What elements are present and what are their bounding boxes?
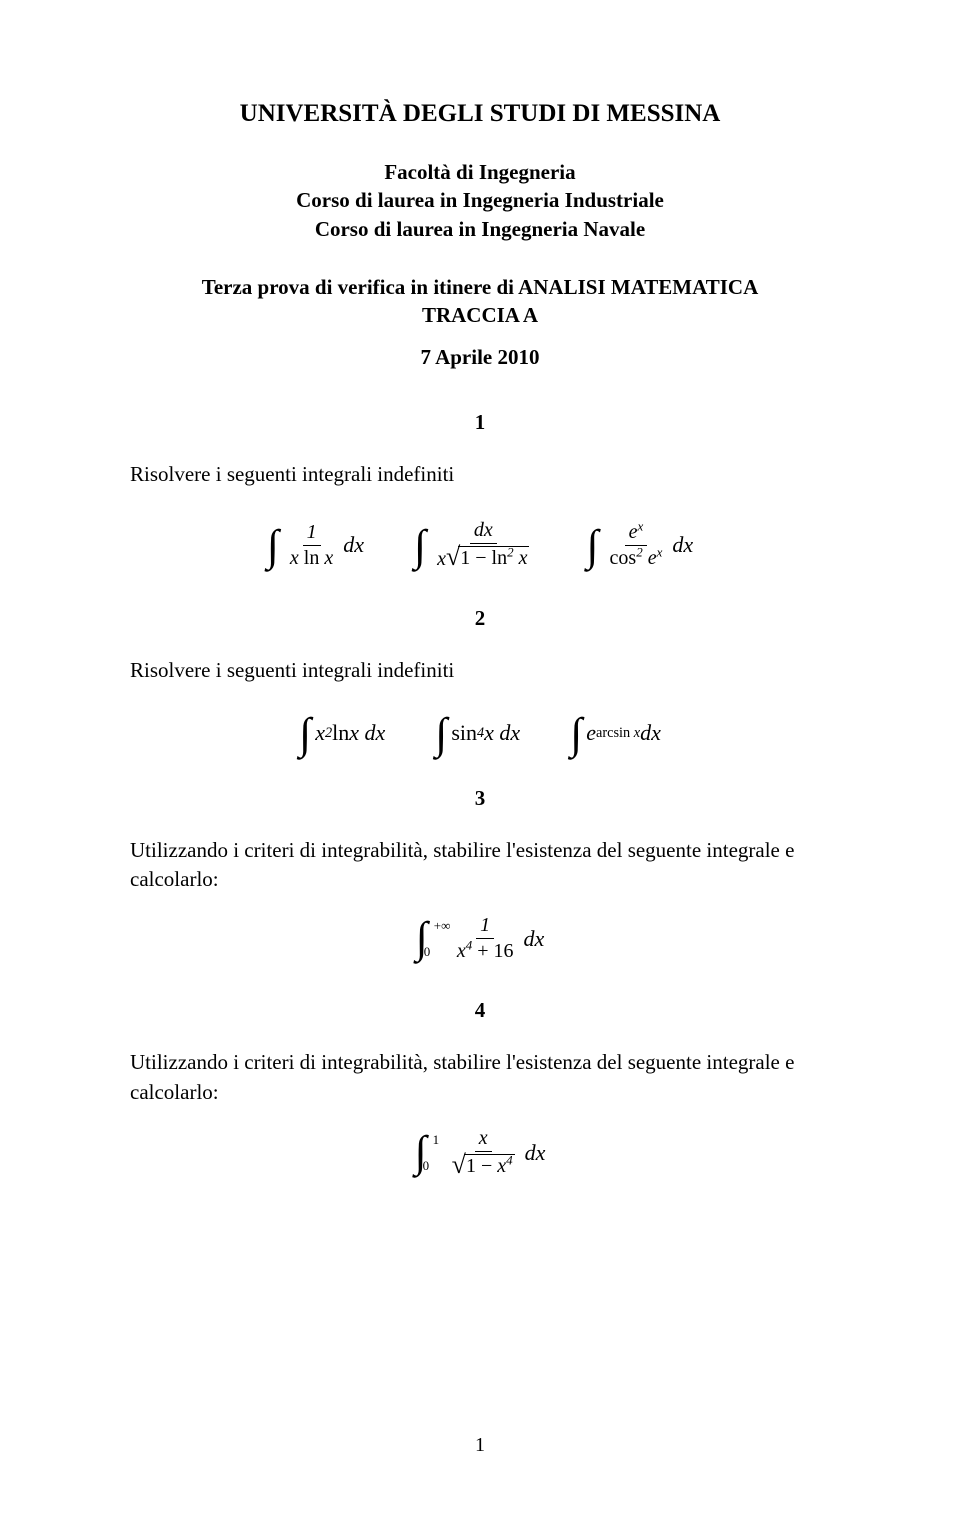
section-3-prompt: Utilizzando i criteri di integrabilità, … [130,836,830,895]
section-4-number: 4 [130,998,830,1023]
frac-num: dx [470,519,497,544]
frac-den: cos2 ex [606,546,667,570]
exam-info-block: Terza prova di verifica in itinere di AN… [130,273,830,330]
frac-num: 1 [476,914,494,939]
integral-2-1: ∫ x2 ln x dx [299,716,385,751]
frac-num: 1 [303,521,321,546]
frac-num: ex [625,521,648,546]
section-4-integral: ∫ 1 0 x √1 − x4 dx [130,1127,830,1179]
integral-2-3: ∫ earcsin x dx [570,716,661,751]
section-4-prompt: Utilizzando i criteri di integrabilità, … [130,1048,830,1107]
frac-den: x√1 − ln2 x [433,544,533,571]
exam-line-2: TRACCIA A [130,301,830,329]
exam-date: 7 Aprile 2010 [130,345,830,370]
section-2-integrals: ∫ x2 ln x dx ∫ sin4 x dx ∫ earcsin x dx [130,716,830,751]
page-number: 1 [0,1434,960,1457]
frac-den: √1 − x4 [448,1152,519,1179]
course-line-1: Corso di laurea in Ingegneria Industrial… [130,186,830,214]
section-1-number: 1 [130,410,830,435]
bound-upper: +∞ [434,918,451,934]
integral-2-2: ∫ sin4 x dx [435,716,520,751]
dx: dx [523,926,544,952]
integral-1-3: ∫ ex cos2 ex dx [586,521,693,570]
university-title: UNIVERSITÀ DEGLI STUDI DI MESSINA [130,100,830,128]
faculty-name: Facoltà di Ingegneria [130,158,830,186]
section-1-prompt: Risolvere i seguenti integrali indefinit… [130,460,830,489]
exam-line-1: Terza prova di verifica in itinere di AN… [130,273,830,301]
frac-den: x4 + 16 [453,939,518,963]
bound-lower: 0 [423,1158,430,1174]
section-3-integral: ∫ +∞ 0 1 x4 + 16 dx [130,914,830,963]
section-2-prompt: Risolvere i seguenti integrali indefinit… [130,656,830,685]
section-2-number: 2 [130,606,830,631]
frac-num: x [475,1127,492,1152]
course-line-2: Corso di laurea in Ingegneria Navale [130,215,830,243]
faculty-block: Facoltà di Ingegneria Corso di laurea in… [130,158,830,243]
bound-lower: 0 [424,944,431,960]
dx: dx [525,1140,546,1166]
integral-1-1: ∫ 1 x ln x dx [267,521,364,570]
frac-den: x ln x [286,546,337,570]
section-1-integrals: ∫ 1 x ln x dx ∫ dx x√1 − ln2 x ∫ ex cos2… [130,519,830,571]
section-3-number: 3 [130,786,830,811]
integral-1-2: ∫ dx x√1 − ln2 x [414,519,536,571]
bound-upper: 1 [433,1132,440,1148]
